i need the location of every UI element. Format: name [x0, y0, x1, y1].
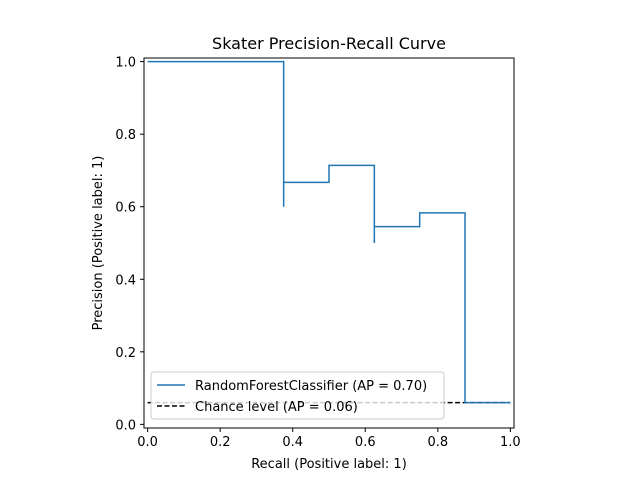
- x-tick-label: 1.0: [500, 435, 521, 450]
- y-axis: 0.0 0.2 0.4 0.6 0.8 1.0: [115, 56, 144, 433]
- legend-box: [150, 371, 445, 420]
- legend: RandomForestClassifier (AP = 0.70) Chanc…: [150, 371, 445, 420]
- y-tick-label: 1.0: [115, 56, 136, 71]
- legend-label-model: RandomForestClassifier (AP = 0.70): [195, 379, 427, 394]
- y-tick-label: 0.4: [115, 273, 136, 288]
- y-tick-label: 0.6: [115, 201, 136, 216]
- x-axis-title: Recall (Positive label: 1): [251, 457, 407, 472]
- x-tick-label: 0.0: [137, 435, 158, 450]
- legend-label-chance: Chance level (AP = 0.06): [195, 400, 358, 415]
- y-axis-title: Precision (Positive label: 1): [91, 156, 106, 331]
- y-tick-label: 0.8: [115, 128, 136, 143]
- chart-title: Skater Precision-Recall Curve: [212, 34, 446, 53]
- x-tick-label: 0.6: [355, 435, 376, 450]
- series-line-random-forest: [147, 60, 511, 404]
- plot-area: [144, 58, 514, 428]
- x-tick-label: 0.4: [282, 435, 303, 450]
- x-tick-label: 0.2: [210, 435, 231, 450]
- y-tick-label: 0.2: [115, 346, 136, 361]
- y-tick-label: 0.0: [115, 418, 136, 433]
- x-axis: 0.0 0.2 0.4 0.6 0.8 1.0: [137, 428, 521, 450]
- x-tick-label: 0.8: [427, 435, 448, 450]
- plot-frame: [143, 57, 515, 429]
